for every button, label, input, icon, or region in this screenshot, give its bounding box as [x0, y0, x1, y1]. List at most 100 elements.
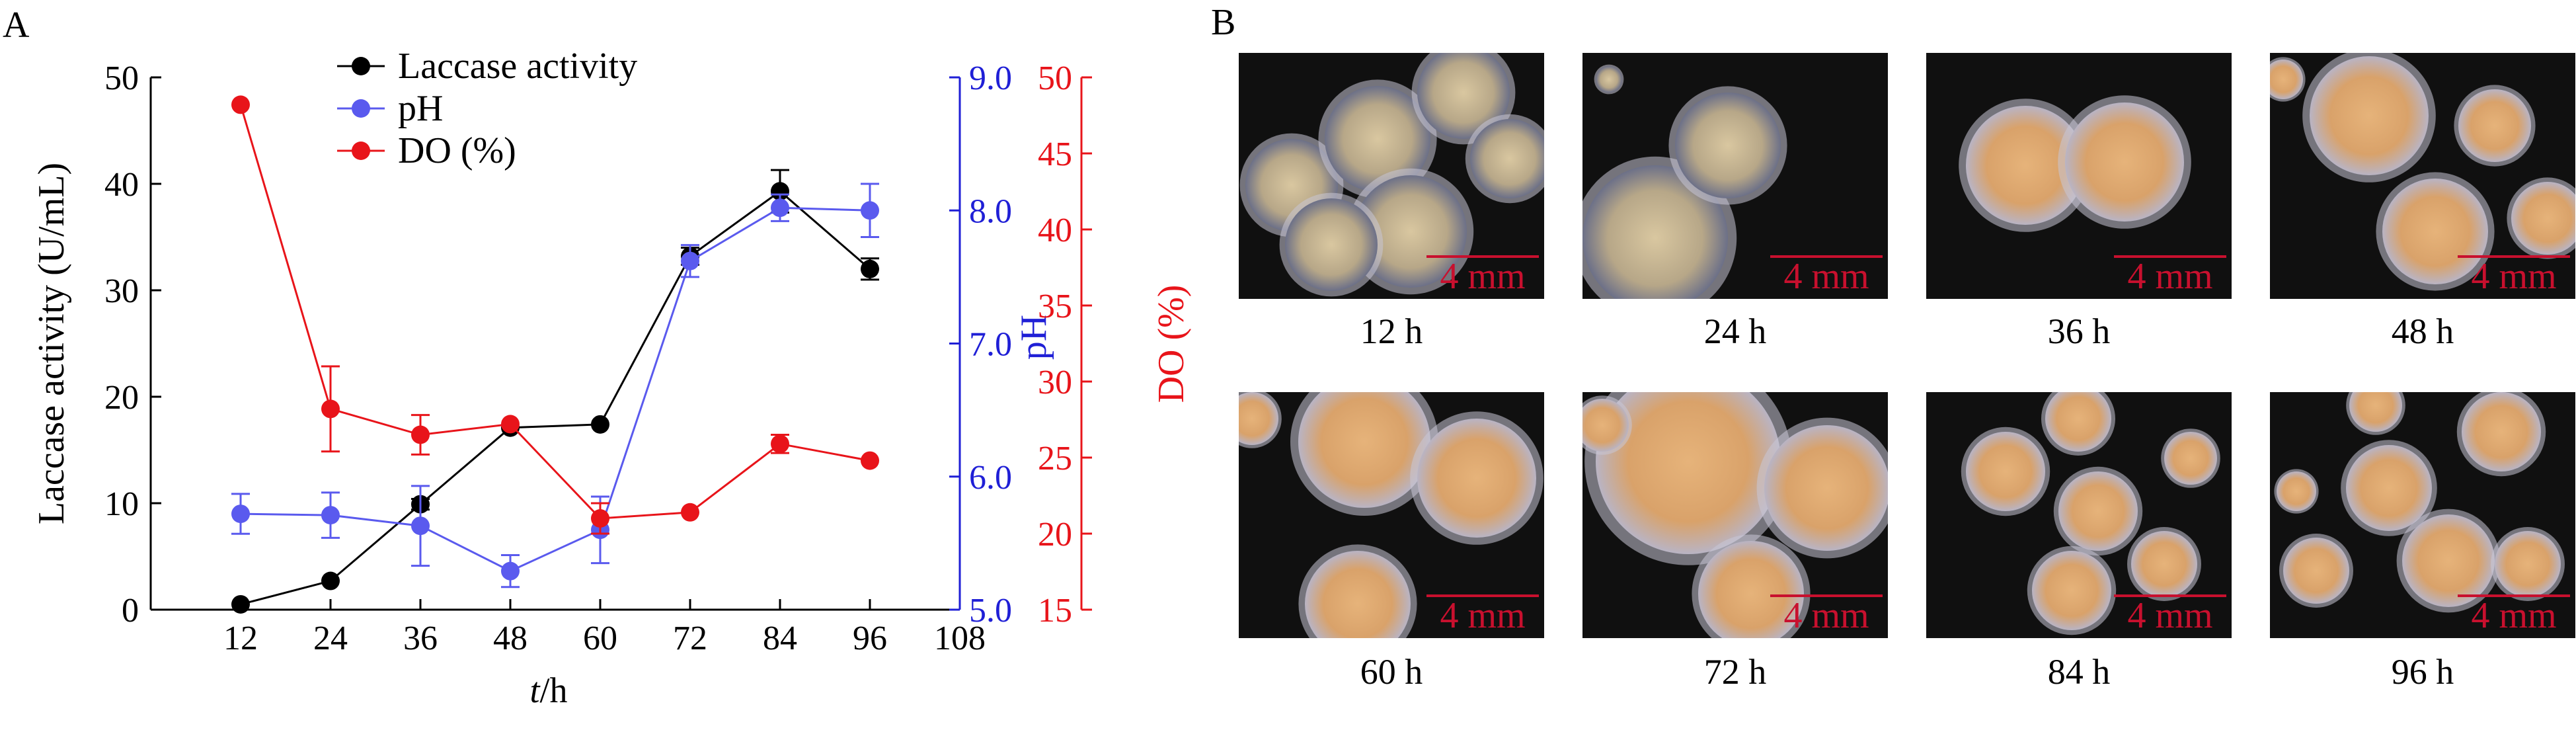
series-line-2 — [239, 104, 871, 520]
scale-bar-line — [1426, 594, 1539, 597]
data-point — [501, 561, 520, 581]
data-point — [231, 594, 250, 614]
colony — [1596, 392, 1781, 554]
scale-bar: 4 mm — [2114, 594, 2226, 635]
colony-image — [1582, 392, 1888, 638]
series-line-1 — [240, 206, 871, 573]
colony-photo: 4 mm — [1239, 53, 1544, 299]
y-do-tick-label: 30 — [1038, 364, 1072, 401]
colony-image — [2274, 392, 2565, 613]
colony — [2511, 182, 2575, 255]
colony-photo: 4 mm — [1582, 53, 1888, 299]
data-point — [681, 251, 699, 270]
colony — [1698, 541, 1804, 638]
data-point — [771, 182, 789, 201]
data-point — [681, 503, 699, 522]
colony — [2058, 471, 2138, 551]
y-left-tick-label: 50 — [104, 60, 139, 97]
colony — [2283, 538, 2349, 604]
scale-bar: 4 mm — [2114, 255, 2226, 296]
y-left-tick-label: 10 — [104, 485, 139, 523]
y-left-tick-label: 20 — [104, 379, 139, 417]
colony — [1966, 106, 2085, 225]
colony — [1285, 198, 1378, 291]
x-tick-label: 108 — [934, 620, 986, 657]
scale-bar-label: 4 mm — [1440, 595, 1526, 636]
colony-image — [1582, 64, 1787, 299]
scale-bar-line — [1770, 594, 1883, 597]
photo-time-label: 72 h — [1703, 652, 1767, 692]
y-ph-tick-label: 6.0 — [969, 459, 1012, 497]
data-point — [501, 415, 520, 434]
x-tick-label: 84 — [763, 620, 797, 657]
colony — [2458, 89, 2531, 162]
colony — [2045, 392, 2111, 452]
scale-bar-line — [1770, 255, 1883, 258]
colony — [1582, 165, 1728, 299]
scale-bar-line — [2114, 594, 2226, 597]
data-point — [411, 516, 430, 536]
colony — [1582, 399, 1629, 452]
data-point — [321, 506, 340, 525]
scale-bar: 4 mm — [1770, 594, 1883, 635]
colony — [1325, 86, 1430, 192]
y-ph-tick-label: 5.0 — [969, 592, 1012, 630]
scale-bar: 4 mm — [2458, 255, 2570, 296]
data-point — [231, 505, 250, 524]
scale-bar-label: 4 mm — [1783, 256, 1869, 297]
data-point — [861, 201, 879, 220]
photo-time-label: 48 h — [2391, 311, 2454, 351]
legend-label: DO (%) — [398, 130, 516, 171]
colony — [2310, 56, 2429, 175]
scale-bar: 4 mm — [2458, 594, 2570, 635]
scale-bar-line — [1426, 255, 1539, 258]
colony-photo: 4 mm — [1926, 53, 2232, 299]
colony — [1354, 175, 1467, 288]
colony — [2065, 102, 2184, 222]
y-ph-axis-label: pH — [1013, 315, 1054, 360]
data-point — [771, 434, 789, 454]
legend-swatch-marker — [352, 57, 370, 75]
legend-label: Laccase activity — [398, 46, 637, 87]
photo-time-label: 12 h — [1360, 311, 1423, 351]
colony-image — [1239, 392, 1543, 638]
photo-time-label: 60 h — [1360, 652, 1423, 692]
colony — [1239, 392, 1278, 445]
colony — [1470, 119, 1544, 198]
colony-image — [1961, 392, 2220, 635]
colony — [1966, 432, 2045, 511]
y-ph-tick-label: 8.0 — [969, 192, 1012, 230]
colony-photo: 4 mm — [2270, 53, 2575, 299]
scale-bar-label: 4 mm — [2471, 595, 2557, 636]
scale-bar: 4 mm — [1770, 255, 1883, 296]
colony — [1675, 93, 1781, 198]
colony-photo: 4 mm — [1926, 392, 2232, 638]
y-do-tick-label: 15 — [1038, 592, 1072, 630]
scale-bar-label: 4 mm — [2471, 256, 2557, 297]
x-axis-label: t/h — [529, 671, 567, 710]
data-point — [321, 399, 340, 419]
x-tick-label: 96 — [853, 620, 887, 657]
y-do-tick-label: 25 — [1038, 440, 1072, 477]
colony — [2346, 445, 2432, 531]
y-do-tick-label: 50 — [1038, 60, 1072, 97]
photo-time-label: 96 h — [2391, 652, 2454, 692]
colony — [1417, 53, 1510, 139]
colony — [2402, 514, 2495, 607]
colony — [2277, 471, 2316, 511]
colony — [1417, 419, 1536, 538]
panel-label-b: B — [1211, 2, 1236, 43]
data-point — [411, 425, 430, 444]
colony — [2131, 531, 2197, 597]
colony-photo: 4 mm — [2270, 392, 2575, 638]
x-axis-label-unit: /h — [540, 671, 568, 710]
legend-swatch-marker — [352, 142, 370, 160]
colony — [2382, 179, 2488, 284]
panel-label-a: A — [3, 5, 30, 46]
x-axis-label-variable: t — [529, 671, 541, 710]
scale-bar-line — [2114, 255, 2226, 258]
colony — [2270, 60, 2303, 99]
data-point — [231, 95, 250, 114]
x-tick-label: 60 — [583, 620, 617, 657]
